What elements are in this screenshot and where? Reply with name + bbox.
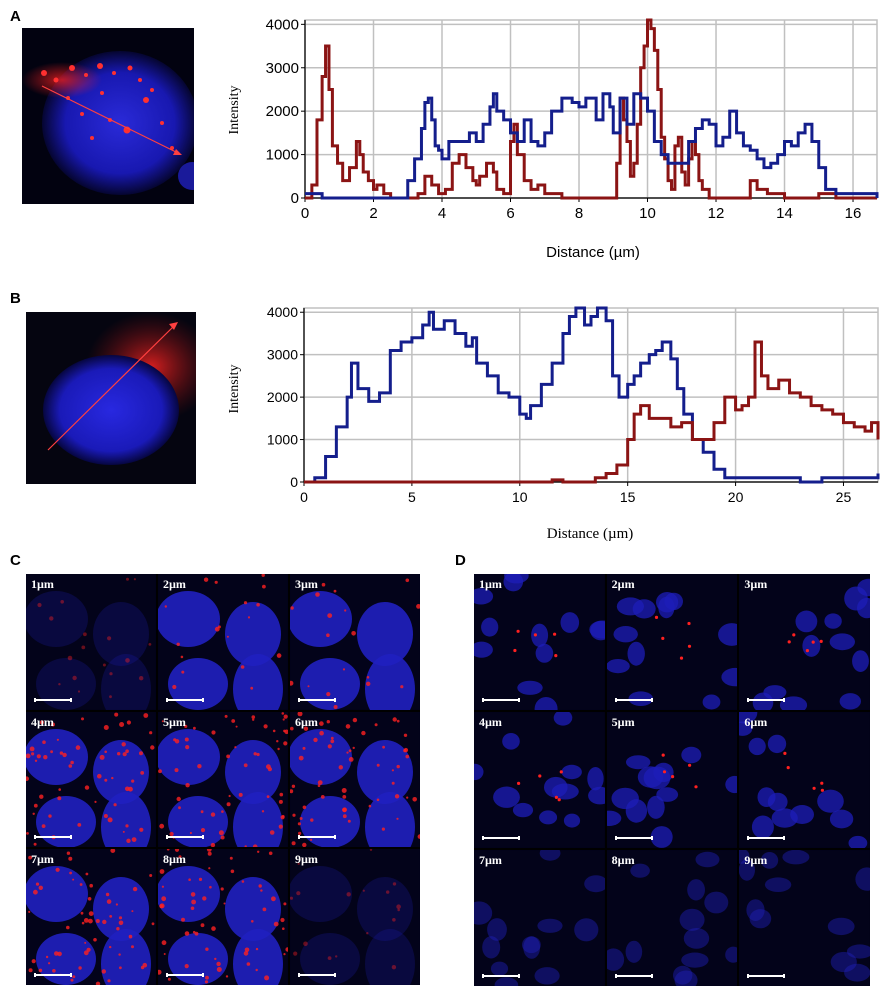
z-slice-tile: 1µm: [26, 574, 156, 710]
z-slice-label: 9µm: [295, 852, 318, 867]
z-slice-label: 7µm: [31, 852, 54, 867]
scale-bar: [298, 697, 336, 702]
z-slice-label: 4µm: [31, 714, 54, 729]
micrograph-a: [22, 28, 194, 204]
z-slice-tile: 2µm: [606, 574, 738, 710]
panel-label-a: A: [10, 8, 21, 25]
plot-frame: [303, 307, 879, 483]
scale-bar: [34, 972, 72, 977]
z-slice-label: 1µm: [479, 577, 502, 591]
z-slice-tile: 1µm: [474, 574, 605, 710]
x-tick-label: 16: [845, 205, 862, 222]
z-slice-label: 3µm: [295, 577, 318, 591]
x-tick-label: 0: [300, 489, 308, 505]
panel-label-c: C: [10, 552, 21, 569]
series-line-0: [304, 306, 880, 484]
z-slice-tile: 4µm: [26, 711, 156, 848]
series-line-1: [304, 340, 880, 484]
y-tick-label: 0: [290, 474, 298, 490]
scale-bar: [166, 835, 204, 840]
y-tick-label: 1000: [266, 147, 299, 164]
scale-bar: [747, 698, 786, 702]
z-slice-tile: 7µm: [474, 850, 605, 986]
y-tick-label: 2000: [266, 103, 299, 120]
scale-bar: [482, 836, 520, 840]
y-tick-label: 4000: [266, 16, 299, 33]
z-slice-label: 4µm: [479, 715, 502, 729]
z-slice-tile: 9µm: [290, 849, 420, 985]
series-line-1: [305, 92, 879, 200]
z-slice-tile: 9µm: [739, 850, 870, 986]
z-stack-grid-d: 1µm 2µm 3µm 4µm 5µm 6µm 7µm 8µm 9µm: [474, 574, 870, 986]
series-line-0: [305, 18, 877, 200]
y-tick-label: 2000: [267, 389, 298, 405]
panel-label-d: D: [455, 552, 466, 569]
x-tick-label: 8: [575, 205, 583, 222]
z-slice-label: 2µm: [163, 577, 186, 591]
scale-bar: [166, 697, 204, 702]
scale-bar: [614, 698, 653, 702]
z-slice-tile: 3µm: [739, 574, 870, 710]
scale-bar: [614, 974, 653, 978]
y-tick-label: 3000: [267, 347, 298, 363]
z-stack-grid-c: 1µm 2µm 3µm 4µm 5µm 6µm 7µm 8µm 9µm: [26, 574, 420, 985]
y-tick-label: 4000: [267, 304, 298, 320]
y-tick-label: 3000: [266, 60, 299, 77]
z-slice-label: 8µm: [611, 853, 635, 867]
x-tick-label: 15: [620, 489, 636, 505]
z-slice-label: 8µm: [163, 852, 186, 867]
scale-bar: [34, 697, 72, 702]
scale-bar: [34, 835, 72, 840]
x-tick-label: 5: [408, 489, 416, 505]
scale-bar: [298, 972, 336, 977]
x-tick-label: 2: [369, 205, 377, 222]
chart-b-ylabel: Intensity: [227, 365, 242, 414]
z-slice-tile: 4µm: [474, 712, 605, 848]
z-slice-tile: 8µm: [606, 850, 738, 986]
z-slice-tile: 3µm: [290, 574, 420, 710]
x-tick-label: 10: [639, 205, 656, 222]
chart-a-ylabel: Intensity: [227, 86, 242, 135]
chart-a-xlabel: Distance (µm): [546, 244, 640, 261]
x-tick-label: 4: [438, 205, 446, 222]
x-tick-label: 10: [512, 489, 528, 505]
x-tick-label: 6: [506, 205, 514, 222]
z-slice-tile: 5µm: [606, 712, 738, 848]
scale-bar: [747, 974, 786, 978]
x-tick-label: 0: [301, 205, 309, 222]
micrograph-b: [26, 312, 196, 484]
z-slice-label: 6µm: [744, 715, 768, 729]
x-tick-label: 12: [708, 205, 725, 222]
scale-bar: [298, 835, 336, 840]
chart-b: 0 5 10 15 20 25 0 1000 2000 3000 4000 Distance (µm…: [227, 304, 880, 542]
z-slice-tile: 6µm: [290, 711, 420, 848]
z-slice-tile: 2µm: [158, 574, 288, 710]
z-slice-label: 3µm: [744, 577, 768, 591]
scale-bar: [747, 836, 786, 840]
z-slice-tile: 8µm: [158, 849, 288, 985]
panel-label-b: B: [10, 290, 21, 307]
x-tick-label: 20: [728, 489, 744, 505]
plot-frame: [304, 19, 878, 199]
z-slice-label: 6µm: [295, 714, 318, 729]
z-slice-label: 5µm: [163, 714, 186, 729]
x-tick-label: 25: [836, 489, 852, 505]
scale-bar: [166, 972, 204, 977]
z-slice-tile: 7µm: [26, 849, 156, 985]
x-tick-label: 14: [776, 205, 793, 222]
y-tick-label: 0: [291, 190, 299, 207]
scale-bar: [614, 836, 653, 840]
scale-bar: [482, 974, 520, 978]
chart-b-xlabel: Distance (µm): [547, 526, 634, 542]
z-slice-label: 7µm: [479, 853, 502, 867]
z-slice-label: 2µm: [611, 577, 635, 591]
chart-a: 0 2 4 6 8 10 12 14 16 0 1000 2000 3000 4000 Distance …: [227, 16, 879, 261]
z-slice-label: 9µm: [744, 853, 768, 867]
z-slice-label: 5µm: [611, 715, 635, 729]
z-slice-tile: 6µm: [739, 712, 870, 848]
z-slice-label: 1µm: [31, 577, 54, 591]
y-tick-label: 1000: [267, 432, 298, 448]
z-slice-tile: 5µm: [158, 711, 288, 848]
scale-bar: [482, 698, 520, 702]
